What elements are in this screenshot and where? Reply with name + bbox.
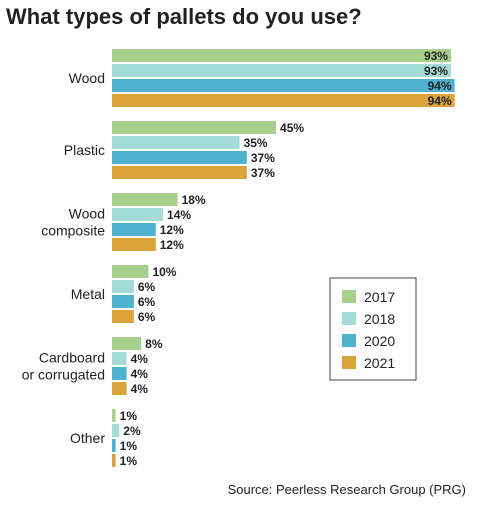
data-label: 12% (160, 223, 184, 237)
bar (112, 166, 247, 179)
bar (112, 94, 455, 107)
data-label: 6% (138, 295, 156, 309)
data-label: 1% (120, 439, 138, 453)
bar (112, 223, 156, 236)
bar (112, 424, 120, 437)
data-label: 37% (251, 151, 275, 165)
bar (112, 121, 277, 134)
data-label: 35% (244, 136, 268, 150)
bar (112, 151, 247, 164)
legend-label: 2018 (364, 311, 395, 327)
data-label: 6% (138, 310, 156, 324)
bar (112, 280, 134, 293)
data-label: 6% (138, 280, 156, 294)
source-note: Source: Peerless Research Group (PRG) (227, 482, 466, 497)
data-label: 4% (131, 352, 149, 366)
data-label: 1% (120, 409, 138, 423)
legend-label: 2017 (364, 289, 395, 305)
data-label: 8% (145, 337, 163, 351)
category-label: Cardboard (39, 350, 105, 366)
data-label: 94% (428, 79, 452, 93)
legend-label: 2021 (364, 355, 395, 371)
bar (112, 352, 127, 365)
bar (112, 49, 451, 62)
category-label: Plastic (64, 142, 105, 158)
category-label: Wood (69, 70, 105, 86)
legend-label: 2020 (364, 333, 395, 349)
data-label: 12% (160, 238, 184, 252)
bar (112, 208, 164, 221)
bar (112, 409, 116, 422)
category-label: Metal (71, 286, 105, 302)
data-label: 45% (280, 121, 304, 135)
data-label: 4% (131, 367, 149, 381)
data-label: 93% (424, 49, 448, 63)
bar (112, 310, 134, 323)
data-label: 93% (424, 64, 448, 78)
bar (112, 193, 178, 206)
data-label: 37% (251, 166, 275, 180)
bar (112, 136, 240, 149)
bar (112, 64, 451, 77)
data-label: 4% (131, 382, 149, 396)
legend-swatch (342, 290, 356, 303)
category-label: composite (41, 223, 105, 239)
data-label: 10% (152, 265, 176, 279)
bar (112, 337, 142, 350)
data-label: 18% (182, 193, 206, 207)
category-label: Other (70, 430, 105, 446)
data-label: 94% (428, 94, 452, 108)
data-label: 14% (167, 208, 191, 222)
chart-title: What types of pallets do you use? (6, 4, 362, 29)
data-label: 1% (120, 454, 138, 468)
data-label: 2% (123, 424, 141, 438)
legend-swatch (342, 312, 356, 325)
bar (112, 382, 127, 395)
bar (112, 439, 116, 452)
category-label: or corrugated (22, 367, 105, 383)
legend-swatch (342, 356, 356, 369)
bar (112, 238, 156, 251)
legend-swatch (342, 334, 356, 347)
bar (112, 79, 455, 92)
category-label: Wood (69, 206, 105, 222)
bar (112, 454, 116, 467)
bar (112, 265, 149, 278)
bar (112, 295, 134, 308)
bar (112, 367, 127, 380)
